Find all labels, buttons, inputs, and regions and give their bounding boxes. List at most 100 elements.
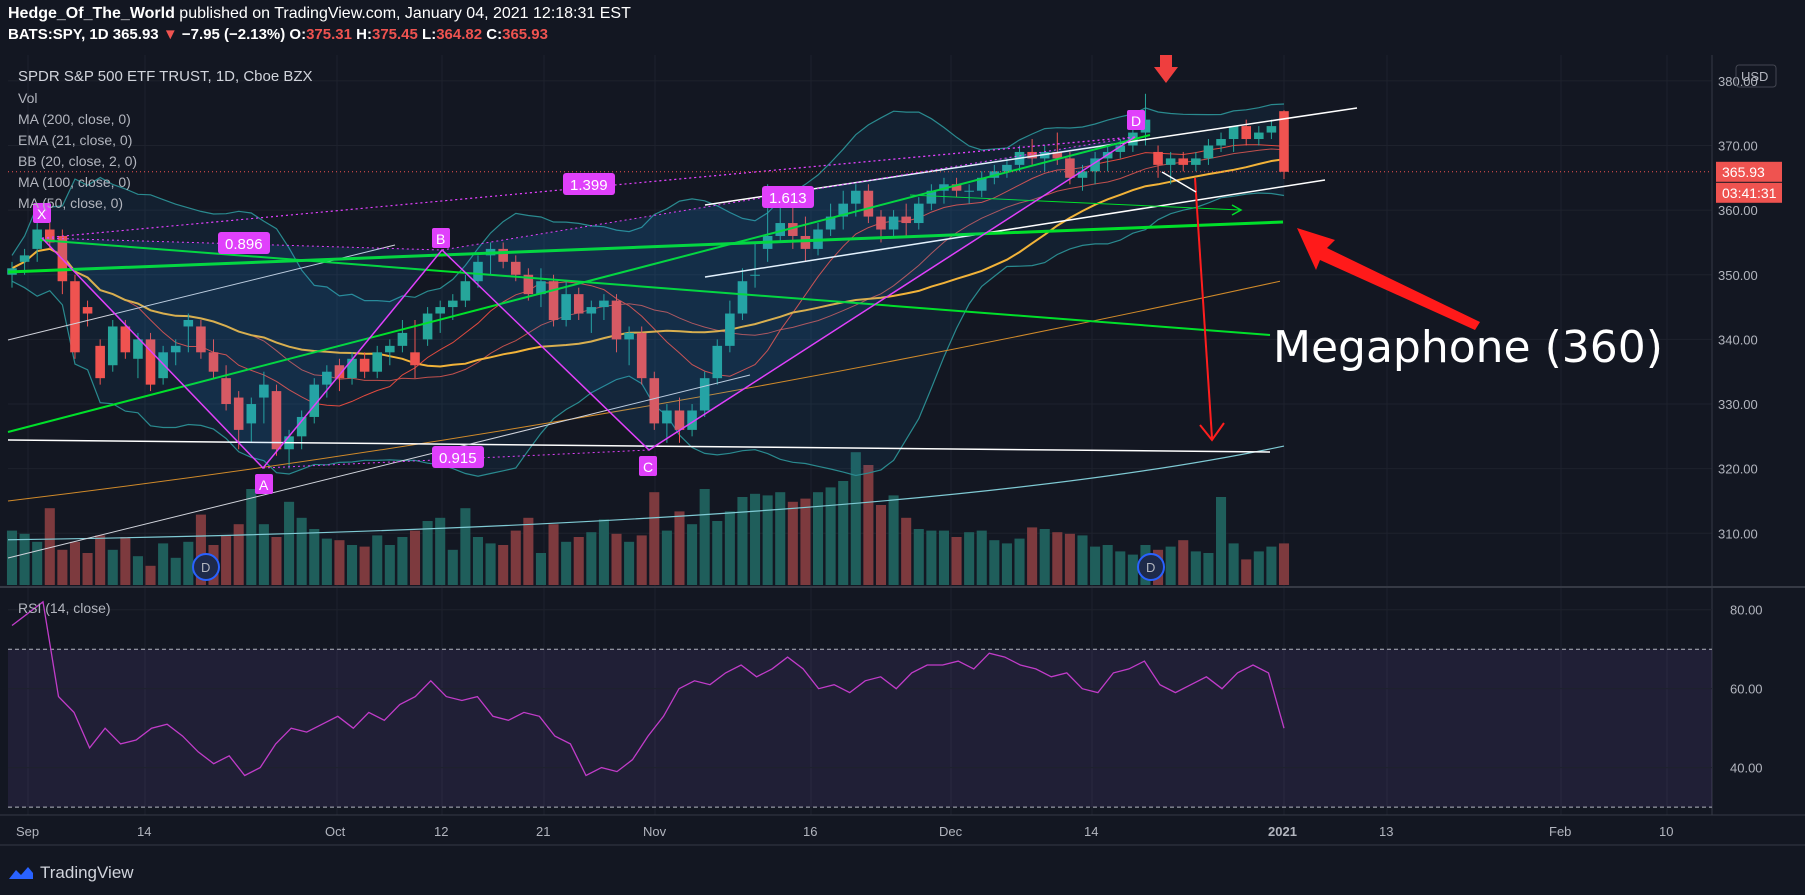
candle-body	[322, 371, 332, 385]
candle-body	[939, 184, 949, 191]
time-tick-label: Nov	[643, 824, 667, 839]
drawings	[7, 55, 1480, 559]
candle-body	[1165, 158, 1176, 165]
target-arrow-line	[1194, 177, 1213, 439]
candle-body	[510, 261, 521, 275]
volume-bar	[95, 535, 106, 585]
fib-ratio-label: 0.896	[225, 236, 263, 253]
earnings-badge-label: D	[1146, 560, 1155, 575]
candle-body	[674, 410, 685, 430]
volume-bar	[951, 537, 962, 585]
volume-bar	[69, 541, 81, 585]
volume-bar	[372, 535, 383, 585]
candle-body	[586, 307, 597, 314]
volume-bar	[107, 549, 118, 585]
volume-bar	[1203, 553, 1214, 585]
volume-bar	[233, 524, 244, 585]
candle-body	[775, 223, 786, 236]
megaphone-lower-line	[704, 179, 1326, 278]
small-white-segment	[1161, 171, 1197, 193]
fib-ratio-label: 1.613	[769, 190, 807, 207]
legend-item: Vol	[18, 90, 37, 106]
legend-item: EMA (21, close, 0)	[18, 132, 132, 148]
candle-body	[422, 313, 433, 340]
legend-item: MA (100, close, 0)	[18, 174, 131, 190]
volume-bar	[1027, 527, 1038, 585]
candle-body	[1191, 158, 1201, 165]
pattern-point-badge	[255, 474, 273, 494]
volume-bar	[787, 501, 798, 585]
candle-body	[1254, 132, 1264, 140]
volume-bar	[409, 530, 421, 585]
time-tick-label: Feb	[1549, 824, 1571, 839]
price-tag-box	[1716, 161, 1782, 182]
volume-bar	[938, 530, 949, 585]
candle-body	[750, 274, 760, 276]
symbol-label: BATS:SPY, 1D	[8, 26, 109, 43]
candle-body	[951, 184, 962, 191]
pattern-point-label: C	[643, 459, 653, 475]
volume-bar	[1039, 529, 1050, 585]
volume-bar	[246, 489, 257, 585]
currency-label: USD	[1741, 69, 1768, 84]
rsi-legend: RSI (14, close)	[18, 600, 111, 616]
candle-body	[901, 216, 911, 224]
volume-bar	[699, 489, 710, 585]
volume-bar	[901, 517, 912, 585]
price-tick-label: 340.00	[1718, 332, 1758, 347]
candle-body	[523, 274, 534, 295]
candle-body	[888, 216, 899, 230]
volume-bar	[1266, 546, 1277, 585]
candle-body	[573, 294, 584, 314]
pattern-point-badge	[33, 203, 51, 223]
candle-body	[1065, 158, 1075, 178]
volume-bar	[1014, 538, 1025, 585]
ma-100-line	[7, 280, 1281, 502]
volume-bar	[132, 556, 143, 585]
volume-bar	[221, 535, 232, 585]
change-arrow: ▼	[162, 26, 178, 43]
volume-bar	[485, 543, 496, 585]
price-tag-label: 365.93	[1722, 164, 1765, 180]
legend-item: BB (20, close, 2, 0)	[18, 153, 137, 169]
volume-bar	[145, 565, 156, 585]
candle-body	[397, 332, 408, 346]
volume-bar	[284, 501, 295, 585]
volume-bar	[624, 541, 635, 585]
volume-bar	[334, 540, 345, 585]
candle-body	[599, 300, 609, 308]
candle-body	[385, 345, 395, 353]
volume-bar	[422, 521, 433, 585]
candle-body	[863, 190, 874, 217]
candle-body	[611, 300, 622, 340]
time-tick-label: 12	[434, 824, 448, 839]
rsi-tick-label: 80.00	[1730, 603, 1763, 618]
candle-body	[70, 281, 80, 353]
volume-bar	[309, 529, 320, 585]
candle-body	[347, 358, 357, 379]
legend-item: MA (50, close, 0)	[18, 195, 123, 211]
target-arrow-head	[1199, 422, 1225, 442]
volume-bar	[1178, 540, 1189, 585]
publisher-line: Hedge_Of_The_World published on TradingV…	[8, 4, 631, 24]
time-tick-label: 16	[803, 824, 817, 839]
volume-bar	[1001, 543, 1012, 585]
volume-bar	[523, 517, 534, 585]
channel-line-lower-left	[7, 374, 751, 559]
volume-bar	[447, 549, 458, 585]
volume-bar	[661, 530, 672, 585]
volume-bar	[1165, 546, 1176, 585]
brand-name[interactable]: TradingView	[40, 863, 134, 882]
candle-body	[259, 384, 269, 398]
candle-body	[133, 339, 143, 359]
candle-body	[662, 410, 672, 424]
volume-bar	[510, 530, 521, 585]
candle-body	[208, 352, 219, 372]
rsi-line	[11, 600, 1285, 777]
author-name[interactable]: Hedge_Of_The_World	[8, 5, 175, 22]
megaphone-arrow-icon	[1297, 228, 1480, 330]
projection-arrow-line	[909, 194, 1241, 211]
candle-body	[1115, 145, 1126, 152]
candle-body	[699, 378, 710, 411]
